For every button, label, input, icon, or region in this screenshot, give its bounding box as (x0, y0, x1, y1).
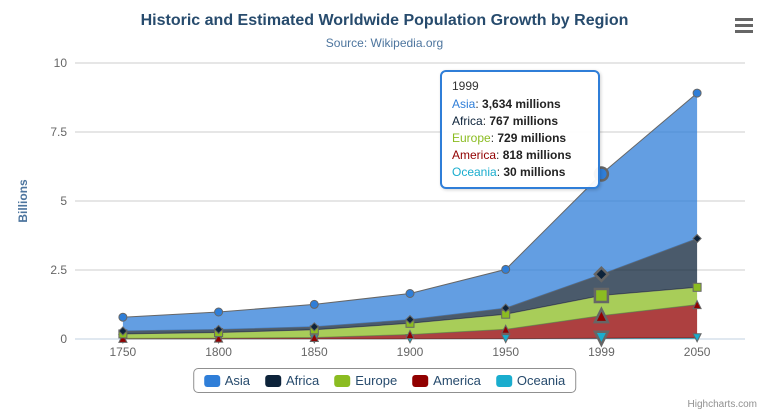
legend-label: Oceania (516, 373, 566, 388)
marker-america-1900[interactable] (405, 329, 415, 339)
tooltip-rows: Asia: 3,634 millions Africa: 767 millions… (452, 96, 588, 181)
tooltip-row-america: America: 818 millions (452, 148, 572, 162)
legend-item-oceania[interactable]: Oceania (495, 373, 566, 388)
legend-symbol-asia (203, 374, 220, 387)
marker-europe-1999[interactable] (593, 287, 610, 304)
hamburger-bar (735, 17, 753, 21)
marker-africa-1850[interactable] (309, 322, 320, 332)
legend-symbol-africa (265, 374, 282, 387)
y-axis-title: Billions (16, 179, 30, 223)
tooltip: 1999 Asia: 3,634 millions Africa: 767 mil… (440, 70, 600, 189)
x-axis-label-1950: 1950 (492, 345, 519, 359)
marker-oceania-1950[interactable] (500, 334, 511, 344)
x-axis-label-1750: 1750 (110, 345, 137, 359)
area-africa[interactable] (122, 238, 698, 334)
marker-europe-2050[interactable] (692, 282, 702, 292)
legend-label: Asia (224, 373, 251, 388)
marker-africa-2050[interactable] (692, 233, 702, 244)
tooltip-row-africa: Africa: 767 millions (452, 114, 559, 128)
legend-label: Europe (355, 373, 398, 388)
credits-link[interactable]: Highcharts.com (687, 399, 757, 410)
y-axis-label-7.5: 7.5 (50, 125, 67, 139)
legend: Asia Africa Europe America Oceania (192, 368, 577, 393)
marker-asia-1900[interactable] (405, 289, 415, 298)
marker-africa-1950[interactable] (500, 303, 511, 313)
y-axis-label-5: 5 (60, 194, 67, 208)
hamburger-icon[interactable] (732, 15, 756, 35)
marker-asia-1800[interactable] (214, 307, 224, 317)
marker-africa-1900[interactable] (405, 314, 415, 325)
marker-america-2050[interactable] (692, 299, 702, 310)
y-axis-label-0: 0 (60, 332, 67, 346)
x-axis-label-1850: 1850 (301, 345, 328, 359)
chart-subtitle: Source: Wikipedia.org (325, 36, 444, 50)
tooltip-row-europe: Europe: 729 millions (452, 131, 567, 145)
tooltip-row-oceania: Oceania: 30 millions (452, 165, 566, 179)
y-axis-label-2.5: 2.5 (50, 263, 67, 277)
marker-africa-1800[interactable] (213, 324, 224, 335)
legend-item-asia[interactable]: Asia (203, 373, 251, 388)
legend-symbol-oceania (495, 374, 512, 387)
legend-item-africa[interactable]: Africa (265, 373, 319, 388)
marker-oceania-2050[interactable] (692, 333, 702, 343)
legend-label: America (433, 373, 481, 388)
x-axis-label-1800: 1800 (205, 345, 232, 359)
chart-title: Historic and Estimated Worldwide Populat… (140, 12, 629, 29)
marker-africa-1999[interactable] (593, 266, 610, 283)
tooltip-header: 1999 (452, 79, 479, 93)
x-axis-label-1900: 1900 (397, 345, 424, 359)
hamburger-bar (735, 29, 753, 33)
x-axis-label-2050: 2050 (684, 345, 711, 359)
tooltip-row-asia: Asia: 3,634 millions (452, 97, 561, 111)
hamburger-bar (735, 23, 753, 27)
marker-oceania-1999[interactable] (592, 330, 610, 348)
x-axis-label-1999: 1999 (588, 345, 615, 359)
y-axis-label-10: 10 (54, 56, 68, 70)
marker-asia-1950[interactable] (501, 264, 511, 274)
legend-label: Africa (286, 373, 320, 388)
legend-item-europe[interactable]: Europe (334, 373, 397, 388)
legend-symbol-america (412, 374, 429, 387)
legend-item-america[interactable]: America (412, 373, 481, 388)
area-america[interactable] (122, 304, 698, 339)
marker-asia-1850[interactable] (309, 299, 319, 309)
marker-america-1800[interactable] (213, 332, 224, 343)
marker-africa-1750[interactable] (118, 326, 128, 336)
legend-symbol-europe (334, 374, 351, 387)
marker-asia-2050[interactable] (692, 88, 702, 98)
marker-america-1850[interactable] (309, 332, 320, 342)
marker-asia-1750[interactable] (118, 312, 128, 322)
marker-america-1999[interactable] (592, 306, 610, 324)
area-asia[interactable] (122, 93, 698, 331)
marker-america-1950[interactable] (500, 324, 511, 334)
